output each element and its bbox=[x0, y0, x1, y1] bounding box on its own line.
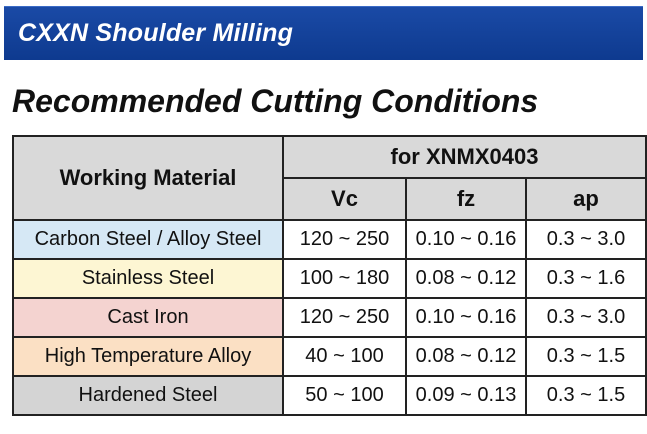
group-header: for XNMX0403 bbox=[282, 135, 647, 179]
ap-cell: 0.3 ~ 3.0 bbox=[525, 219, 647, 260]
material-cell: Cast Iron bbox=[12, 297, 284, 338]
vc-cell: 120 ~ 250 bbox=[282, 297, 407, 338]
material-cell: Hardened Steel bbox=[12, 375, 284, 416]
fz-cell: 0.08 ~ 0.12 bbox=[405, 258, 527, 299]
material-cell: Carbon Steel / Alloy Steel bbox=[12, 219, 284, 260]
ap-cell: 0.3 ~ 1.6 bbox=[525, 258, 647, 299]
table-header-row: Working Material for XNMX0403 bbox=[12, 135, 647, 221]
section-title: Recommended Cutting Conditions bbox=[12, 83, 539, 119]
ap-cell: 0.3 ~ 3.0 bbox=[525, 297, 647, 338]
title-banner: CXXN Shoulder Milling bbox=[4, 6, 643, 60]
table-row: Stainless Steel 100 ~ 180 0.08 ~ 0.12 0.… bbox=[12, 258, 647, 299]
table-subheader-row: Vc fz ap bbox=[13, 177, 647, 221]
vc-cell: 100 ~ 180 bbox=[282, 258, 407, 299]
ap-cell: 0.3 ~ 1.5 bbox=[525, 375, 647, 416]
table-row: Cast Iron 120 ~ 250 0.10 ~ 0.16 0.3 ~ 3.… bbox=[12, 297, 647, 338]
column-header-fz: fz bbox=[405, 177, 527, 221]
fz-cell: 0.09 ~ 0.13 bbox=[405, 375, 527, 416]
fz-cell: 0.10 ~ 0.16 bbox=[405, 219, 527, 260]
fz-cell: 0.08 ~ 0.12 bbox=[405, 336, 527, 377]
vc-cell: 120 ~ 250 bbox=[282, 219, 407, 260]
column-header-vc: Vc bbox=[282, 177, 407, 221]
table-row: High Temperature Alloy 40 ~ 100 0.08 ~ 0… bbox=[12, 336, 647, 377]
banner-title: CXXN Shoulder Milling bbox=[18, 19, 294, 47]
vc-cell: 40 ~ 100 bbox=[282, 336, 407, 377]
fz-cell: 0.10 ~ 0.16 bbox=[405, 297, 527, 338]
cutting-conditions-table: Working Material for XNMX0403 Vc fz ap C… bbox=[12, 135, 647, 416]
material-cell: Stainless Steel bbox=[12, 258, 284, 299]
ap-cell: 0.3 ~ 1.5 bbox=[525, 336, 647, 377]
column-header-ap: ap bbox=[525, 177, 647, 221]
table-row: Carbon Steel / Alloy Steel 120 ~ 250 0.1… bbox=[12, 219, 647, 260]
material-header: Working Material bbox=[12, 135, 284, 221]
vc-cell: 50 ~ 100 bbox=[282, 375, 407, 416]
table-row: Hardened Steel 50 ~ 100 0.09 ~ 0.13 0.3 … bbox=[12, 375, 647, 416]
material-cell: High Temperature Alloy bbox=[12, 336, 284, 377]
